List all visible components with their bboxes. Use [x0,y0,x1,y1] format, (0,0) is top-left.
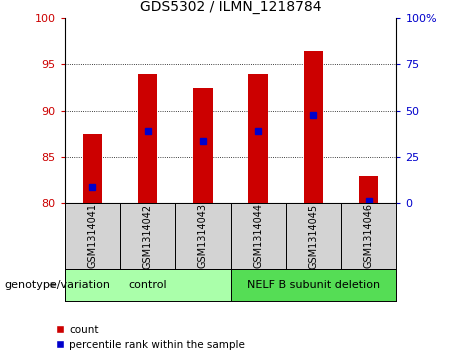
Bar [65,203,120,269]
Bar [341,203,396,269]
Bar [83,134,102,203]
Bar [230,269,396,301]
Bar [248,74,268,203]
Text: GSM1314043: GSM1314043 [198,203,208,269]
Text: NELF B subunit deletion: NELF B subunit deletion [247,280,380,290]
Bar [138,74,157,203]
Bar [359,175,378,203]
Text: GSM1314042: GSM1314042 [142,203,153,269]
Title: GDS5302 / ILMN_1218784: GDS5302 / ILMN_1218784 [140,0,321,15]
Bar [230,203,286,269]
Text: control: control [128,280,167,290]
Bar [65,269,230,301]
Bar [193,87,213,203]
Bar [286,203,341,269]
Text: GSM1314045: GSM1314045 [308,203,319,269]
Text: genotype/variation: genotype/variation [5,280,111,290]
Bar [304,50,323,203]
Bar [120,203,175,269]
Bar [175,203,230,269]
Text: GSM1314046: GSM1314046 [364,203,374,269]
Legend: count, percentile rank within the sample: count, percentile rank within the sample [51,321,249,354]
Text: GSM1314041: GSM1314041 [87,203,97,269]
Text: GSM1314044: GSM1314044 [253,203,263,269]
